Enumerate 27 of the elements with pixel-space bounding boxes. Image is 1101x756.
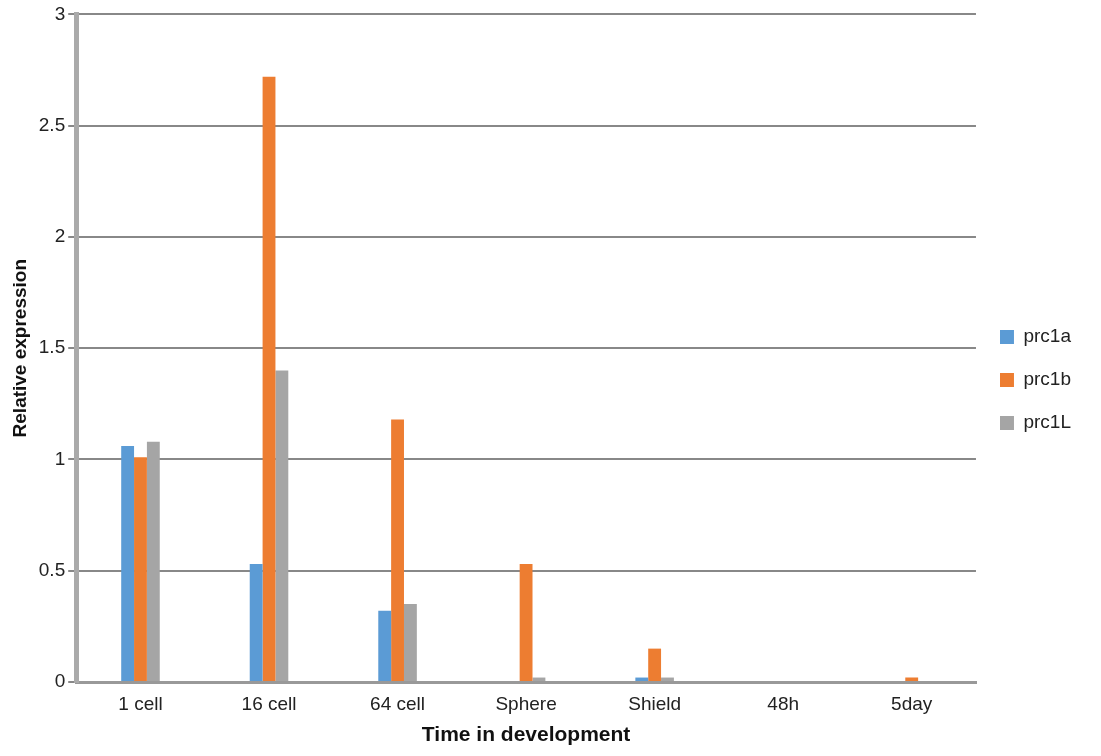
- x-axis-title: Time in development: [421, 722, 631, 746]
- legend-label: prc1L: [1023, 411, 1071, 433]
- legend-label: prc1a: [1023, 325, 1072, 347]
- legend-label: prc1b: [1023, 368, 1071, 390]
- y-tick-label: 1.5: [38, 336, 66, 358]
- x-tick-label: Shield: [628, 692, 682, 714]
- y-tick-label: 0: [54, 670, 66, 692]
- y-tick-label: 1: [54, 447, 66, 469]
- x-tick-label: 64 cell: [370, 692, 426, 714]
- bar: [378, 610, 392, 681]
- bar: [134, 457, 147, 681]
- y-tick-label: 3: [54, 2, 66, 24]
- x-tick-label: 1 cell: [118, 692, 163, 714]
- bar: [262, 76, 276, 681]
- x-tick-label: 48h: [767, 692, 800, 714]
- y-tick-label: 2.5: [38, 113, 66, 135]
- x-tick-label: 16 cell: [241, 692, 297, 714]
- bar: [121, 446, 135, 681]
- x-tick-label: 5day: [891, 692, 933, 714]
- y-tick-label: 0.5: [38, 558, 66, 580]
- bar: [648, 648, 662, 681]
- bar: [391, 419, 404, 681]
- bar: [249, 564, 263, 681]
- bar: [519, 564, 533, 681]
- y-tick-label: 2: [54, 225, 66, 247]
- x-tick-label: Sphere: [495, 692, 557, 714]
- y-axis-title: Relative expression: [8, 258, 30, 438]
